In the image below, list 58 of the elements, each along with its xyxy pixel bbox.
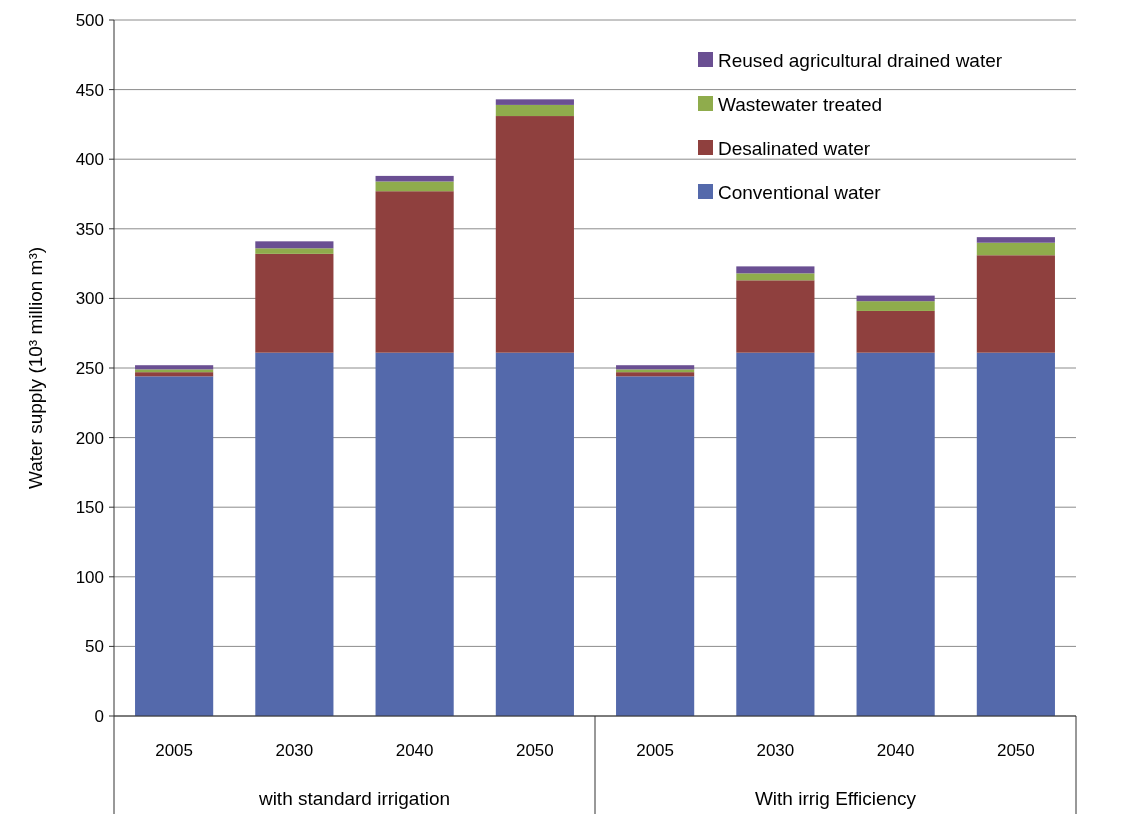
- x-tick-label: 2040: [876, 741, 915, 760]
- bar: [616, 372, 695, 377]
- y-tick-label: 250: [75, 358, 104, 378]
- bar: [976, 242, 1055, 256]
- bar: [856, 310, 935, 353]
- bar: [616, 376, 695, 716]
- bar: [976, 352, 1055, 716]
- bar: [976, 237, 1055, 243]
- bar: [135, 369, 214, 373]
- text: with standard irrigation: [257, 788, 451, 809]
- bar: [495, 99, 574, 105]
- bar: [255, 253, 334, 353]
- bar: [736, 280, 815, 353]
- bar: [135, 365, 214, 370]
- y-tick-label: 150: [75, 498, 104, 518]
- bar: [135, 372, 214, 377]
- legend-label: Conventional water: [718, 181, 882, 203]
- bar: [135, 376, 214, 716]
- y-tick-label: 50: [85, 637, 104, 657]
- x-tick-label: 2050: [515, 741, 554, 760]
- bar: [736, 273, 815, 281]
- bar: [736, 266, 815, 274]
- bar: [495, 116, 574, 353]
- bar: [255, 248, 334, 254]
- legend-label: Reused agricultural drained water: [718, 49, 1003, 71]
- y-axis-title: Water supply (10³ million m³): [25, 246, 46, 490]
- x-tick-label: 2040: [395, 741, 434, 760]
- bar: [375, 191, 454, 353]
- bar: [375, 352, 454, 716]
- bar: [616, 369, 695, 373]
- bar: [255, 352, 334, 716]
- legend-label: Wastewater treated: [718, 93, 883, 115]
- x-tick-label: 2030: [756, 741, 795, 760]
- bar: [856, 295, 935, 302]
- bar: [736, 352, 815, 716]
- y-tick-label: 400: [75, 150, 104, 170]
- y-tick-label: 200: [75, 428, 104, 448]
- bar: [856, 352, 935, 716]
- bar: [255, 241, 334, 249]
- text: With irrig Efficiency: [754, 788, 917, 809]
- y-tick-label: 450: [75, 80, 104, 100]
- y-tick-label: 100: [75, 567, 104, 587]
- y-tick-label: 300: [75, 289, 104, 309]
- x-tick-label: 2005: [636, 741, 675, 760]
- y-tick-label: 350: [75, 219, 104, 239]
- bar: [495, 104, 574, 117]
- y-tick-label: 0: [94, 706, 104, 726]
- bar: [495, 352, 574, 716]
- x-tick-label: 2005: [155, 741, 194, 760]
- bar: [375, 175, 454, 182]
- bar: [616, 365, 695, 370]
- x-tick-label: 2030: [275, 741, 314, 760]
- bar: [856, 301, 935, 311]
- y-tick-label: 500: [75, 10, 104, 30]
- bar: [375, 181, 454, 192]
- legend-label: Desalinated water: [718, 137, 871, 159]
- x-tick-label: 2050: [996, 741, 1035, 760]
- bar: [976, 255, 1055, 353]
